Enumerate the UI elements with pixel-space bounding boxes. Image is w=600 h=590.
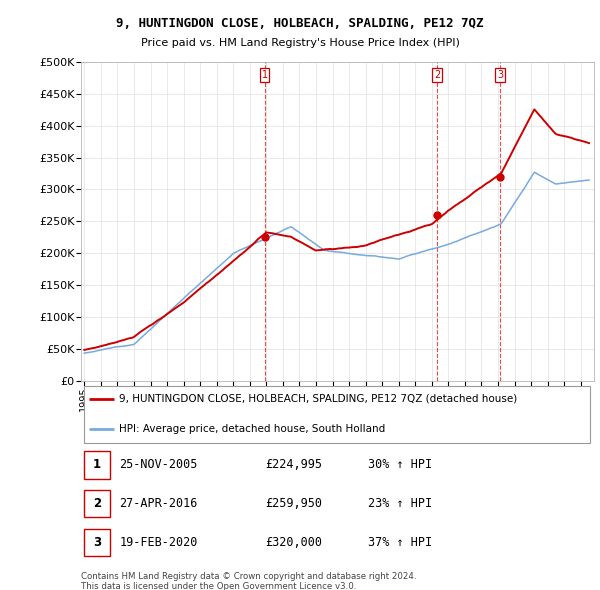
Text: Price paid vs. HM Land Registry's House Price Index (HPI): Price paid vs. HM Land Registry's House … xyxy=(140,38,460,48)
Text: Contains HM Land Registry data © Crown copyright and database right 2024.
This d: Contains HM Land Registry data © Crown c… xyxy=(81,572,416,590)
Text: 3: 3 xyxy=(93,536,101,549)
Text: HPI: Average price, detached house, South Holland: HPI: Average price, detached house, Sout… xyxy=(119,424,386,434)
FancyBboxPatch shape xyxy=(83,529,110,556)
Text: 3: 3 xyxy=(497,70,503,80)
Text: 37% ↑ HPI: 37% ↑ HPI xyxy=(368,536,433,549)
Text: 27-APR-2016: 27-APR-2016 xyxy=(119,497,198,510)
FancyBboxPatch shape xyxy=(83,451,110,478)
Text: 2: 2 xyxy=(434,70,440,80)
Text: 9, HUNTINGDON CLOSE, HOLBEACH, SPALDING, PE12 7QZ (detached house): 9, HUNTINGDON CLOSE, HOLBEACH, SPALDING,… xyxy=(119,394,518,404)
Text: 9, HUNTINGDON CLOSE, HOLBEACH, SPALDING, PE12 7QZ: 9, HUNTINGDON CLOSE, HOLBEACH, SPALDING,… xyxy=(116,17,484,30)
Text: £224,995: £224,995 xyxy=(266,458,323,471)
Text: 19-FEB-2020: 19-FEB-2020 xyxy=(119,536,198,549)
Text: £259,950: £259,950 xyxy=(266,497,323,510)
Text: 25-NOV-2005: 25-NOV-2005 xyxy=(119,458,198,471)
Text: 2: 2 xyxy=(93,497,101,510)
FancyBboxPatch shape xyxy=(83,490,110,517)
Text: 30% ↑ HPI: 30% ↑ HPI xyxy=(368,458,433,471)
Text: 23% ↑ HPI: 23% ↑ HPI xyxy=(368,497,433,510)
FancyBboxPatch shape xyxy=(83,386,590,443)
Text: 1: 1 xyxy=(93,458,101,471)
Text: 1: 1 xyxy=(262,70,268,80)
Text: £320,000: £320,000 xyxy=(266,536,323,549)
